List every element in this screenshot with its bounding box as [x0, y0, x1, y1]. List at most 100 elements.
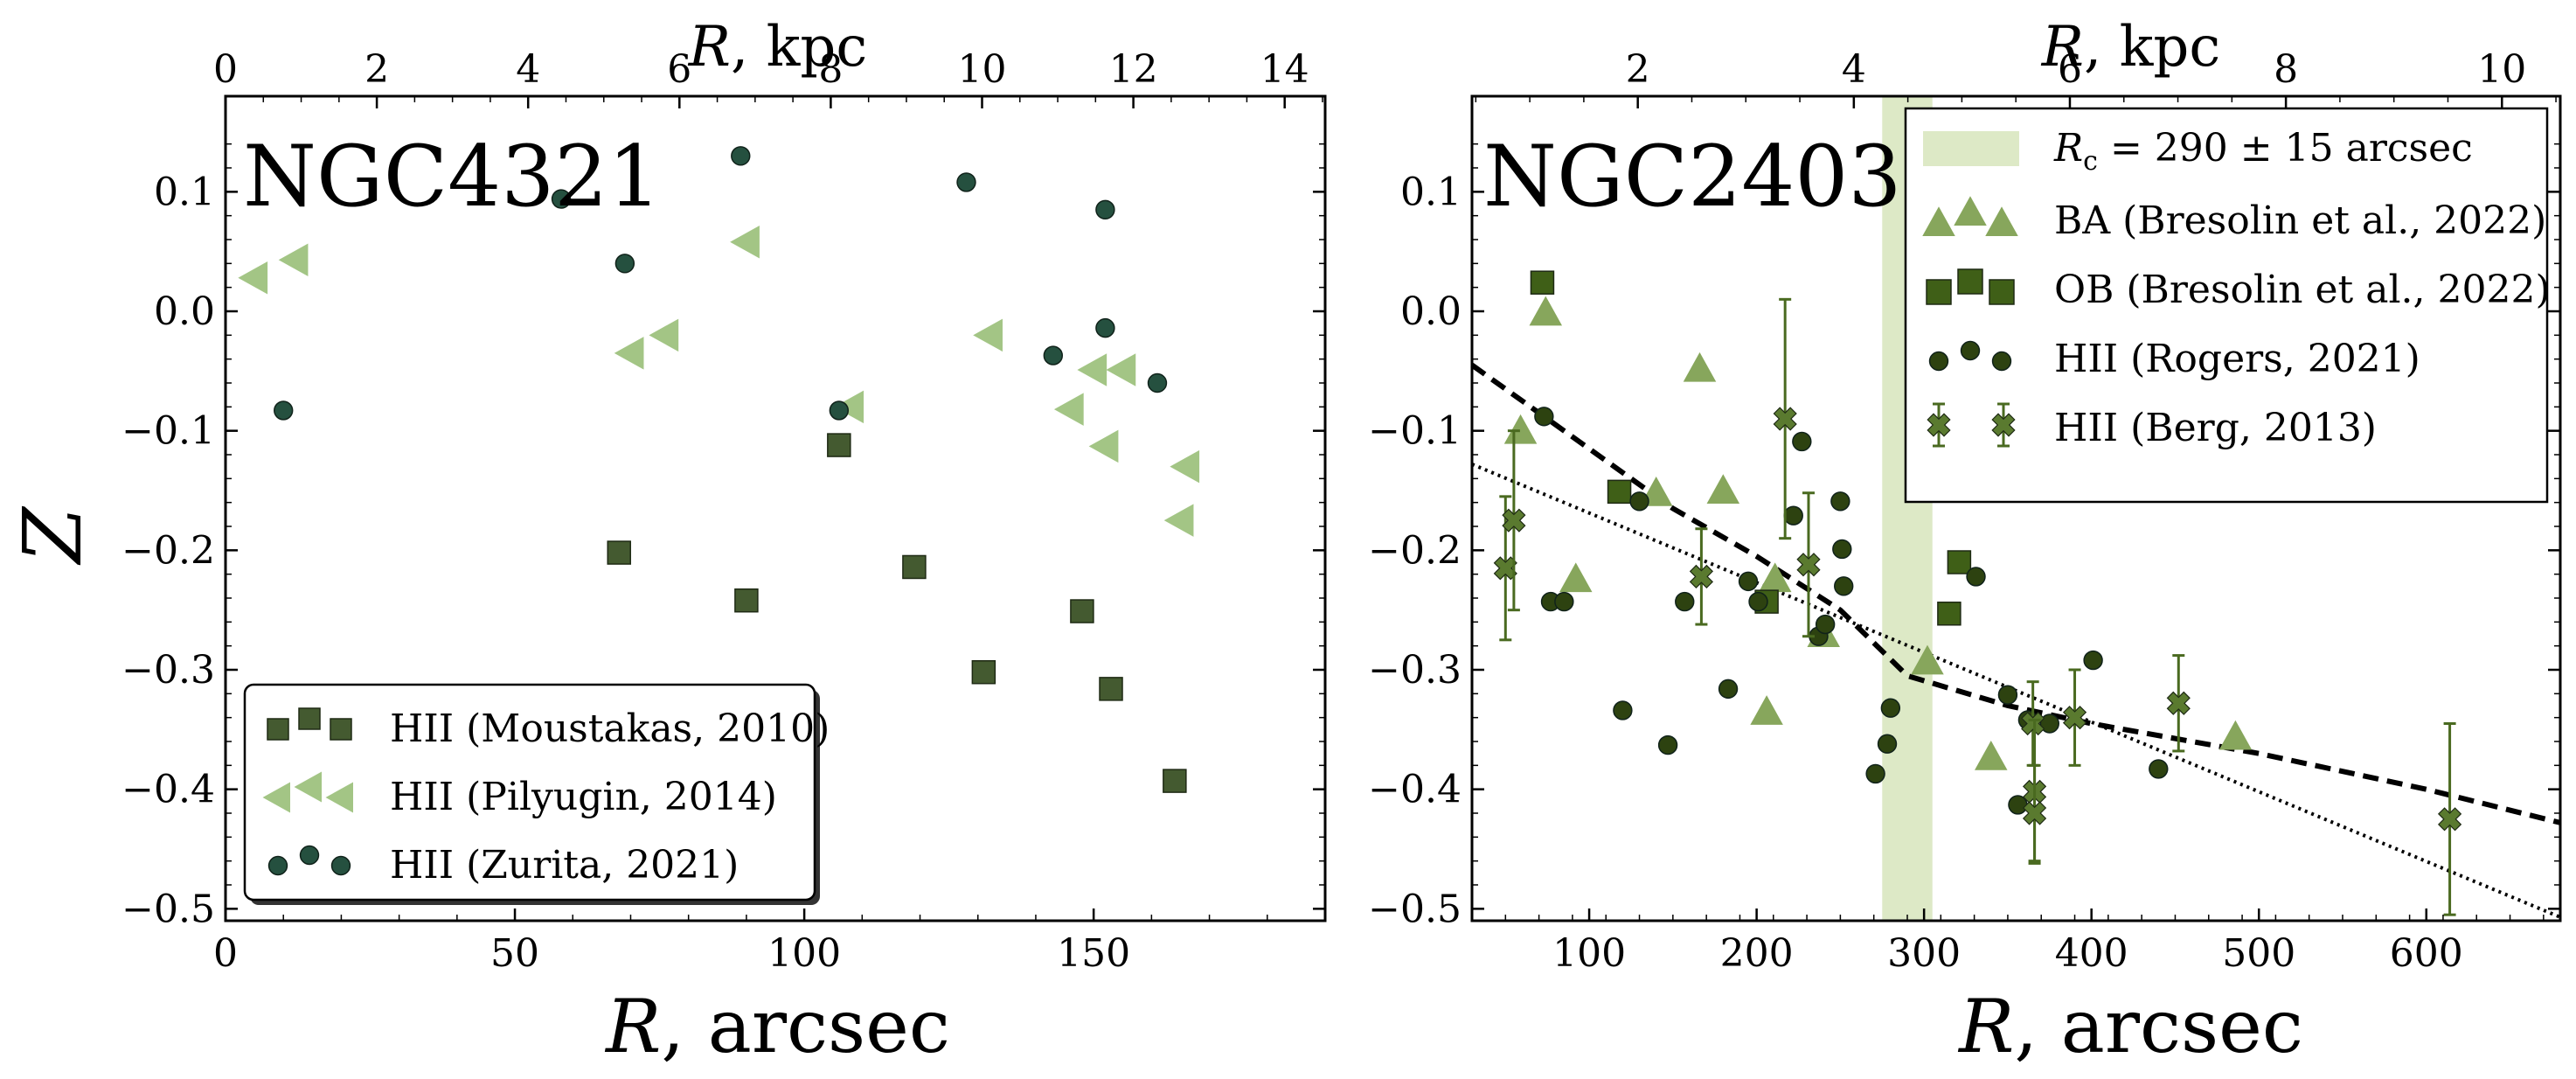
data-point [278, 243, 309, 276]
data-point [834, 390, 864, 424]
data-point [971, 659, 996, 685]
y-tick-label: −0.3 [122, 648, 215, 693]
x-top-tick-label: 2 [365, 47, 389, 92]
y-tick-label: −0.5 [122, 887, 215, 931]
data-point [1163, 769, 1187, 793]
data-point [1966, 567, 1986, 587]
x-top-tick-label: 10 [2477, 47, 2526, 92]
data-point [1534, 407, 1554, 427]
data-point [1147, 372, 1168, 393]
x-top-tick-label: 4 [1842, 47, 1866, 92]
legend-marker [1991, 413, 2016, 437]
x-tick-label: 200 [1720, 931, 1794, 976]
x-top-tick-label: 6 [667, 47, 691, 92]
legend-box [243, 683, 816, 901]
data-point [1559, 562, 1593, 593]
y-tick-label: −0.4 [122, 768, 215, 812]
data-point [2022, 801, 2047, 825]
panel-title-ngc4321: NGC4321 [243, 128, 661, 226]
data-point [1099, 677, 1123, 701]
legend-marker [1926, 279, 1952, 305]
x-top-tick-label: 0 [213, 47, 238, 92]
data-point [1106, 353, 1136, 386]
data-point [1718, 679, 1739, 700]
legend-label: OB (Bresolin et al., 2022) [2054, 268, 2551, 312]
data-point [238, 261, 268, 295]
data-point [827, 433, 851, 457]
data-point [1502, 508, 1526, 533]
y-tick-label: −0.1 [122, 409, 215, 454]
data-point [1053, 393, 1084, 426]
series-triangle-left [238, 225, 1200, 537]
data-point [1706, 474, 1740, 504]
legend-marker [299, 845, 320, 866]
data-point [1077, 353, 1107, 386]
data-point [1947, 550, 1972, 574]
legend-band-swatch [1923, 131, 2019, 166]
y-tick-label: 0.1 [154, 170, 215, 214]
data-point [1613, 700, 1633, 720]
series-x [1493, 297, 2462, 916]
legend-label: BA (Bresolin et al., 2022) [2054, 198, 2546, 243]
data-point [1683, 352, 1717, 382]
data-point [973, 318, 1003, 352]
data-point [1834, 576, 1854, 596]
legend-marker [330, 855, 351, 876]
y-tick-label: −0.3 [1368, 648, 1462, 693]
data-point [614, 337, 644, 370]
x-top-tick-label: 6 [2058, 47, 2082, 92]
data-point [2021, 711, 2045, 736]
data-point [829, 400, 850, 421]
data-point [1088, 429, 1119, 463]
x-axis-label-bottom-ngc4321: R, arcsec [604, 984, 950, 1069]
legend-ngc2403: Rc = 290 ± 15 arcsec BA (Bresolin et al.,… [1904, 107, 2551, 504]
data-point [734, 588, 759, 613]
x-tick-label: 300 [1887, 931, 1961, 976]
series-circle [274, 146, 1168, 421]
data-point [956, 172, 976, 192]
legend-label: HII (Pilyugin, 2014) [390, 775, 777, 819]
data-point [2039, 714, 2060, 734]
panel-ngc4321: 0 50 100 150 0 2 4 6 8 10 12 14 0.1 0.0 −0.1 −0.2 −0.3 −0… [6, 15, 1327, 1069]
data-point [614, 254, 635, 274]
y-tick-label: −0.5 [1368, 887, 1462, 931]
legend-marker [1927, 413, 1951, 437]
y-axis-label: Z [6, 505, 100, 566]
legend-marker [1985, 206, 2018, 236]
data-point [1773, 407, 1797, 431]
data-point [1865, 763, 1885, 784]
y-tick-label: −0.2 [122, 528, 215, 573]
data-point [902, 554, 927, 580]
x-axis-label-top-ngc4321: R, kpc [688, 15, 867, 80]
data-point [1095, 317, 1115, 338]
legend-label: HII (Rogers, 2021) [2054, 337, 2420, 381]
legend-marker [267, 855, 288, 876]
data-point [730, 225, 760, 259]
data-point [1529, 296, 1563, 326]
data-point [2083, 650, 2103, 671]
x-top-tick-label: 8 [818, 47, 843, 92]
x-axis-label-top-ngc2403: R, kpc [2041, 15, 2220, 80]
data-point [2062, 706, 2087, 730]
x-tick-label: 500 [2222, 931, 2295, 976]
legend-label-band: Rc = 290 ± 15 arcsec [2053, 126, 2473, 177]
data-point [1783, 505, 1803, 526]
x-tick-label: 150 [1057, 931, 1130, 976]
x-tick-label: 0 [213, 931, 238, 976]
series-square [607, 433, 1187, 793]
data-point [1830, 491, 1850, 512]
x-top-tick-label: 2 [1626, 47, 1650, 92]
legend-marker [1957, 268, 1983, 295]
x-tick-label: 400 [2055, 931, 2128, 976]
plot-frame [224, 94, 1327, 922]
x-tick-label: 100 [767, 931, 841, 976]
data-point [2149, 759, 2169, 779]
data-point [1493, 556, 1517, 581]
y-tick-label: −0.1 [1368, 409, 1462, 454]
y-tick-label: −0.4 [1368, 768, 1462, 812]
data-point [1554, 591, 1574, 612]
data-point [1503, 414, 1538, 444]
y-tick-label: −0.2 [1368, 528, 1462, 573]
data-point [2218, 720, 2253, 750]
